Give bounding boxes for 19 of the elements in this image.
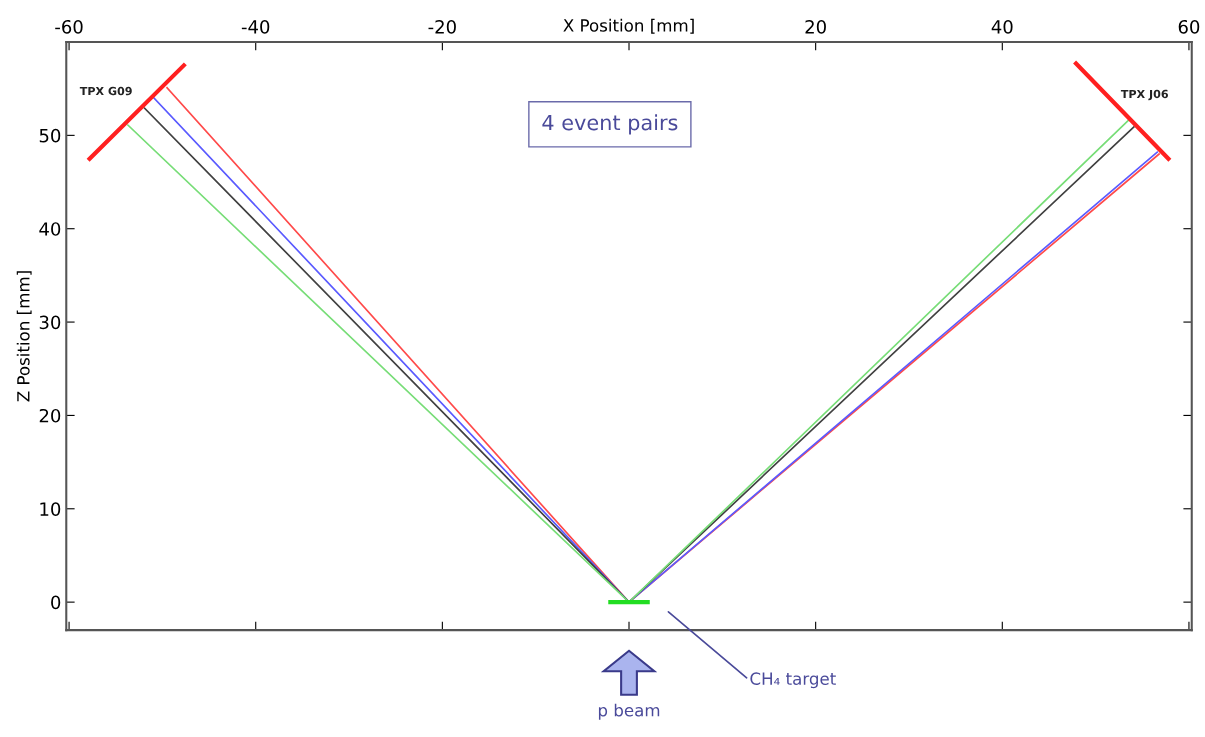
y-tick-label: 40 [39,222,61,236]
y-tick-label: 20 [39,408,61,423]
x-tick-label: 40 [991,19,1013,34]
x-axis-title: X Position [mm] [563,18,694,34]
x-tick-label: -20 [428,19,456,34]
annotation: 4 event pairs [542,114,678,135]
y-tick-label: 0 [51,595,61,610]
y-tick-label: 50 [39,128,61,143]
text: p beam [598,703,660,720]
y-tick-label: 30 [39,315,61,330]
text: CH₄ target [750,672,836,689]
annotation: TPX J06 [1120,89,1168,101]
annotation: TPX G09 [79,86,132,96]
y-axis-title: Z Position [mm] [16,271,32,402]
x-tick-label: -40 [241,19,270,34]
x-tick-label: 60 [1178,19,1200,34]
x-tick-label: 20 [805,19,826,34]
y-tick-label: 10 [40,502,61,516]
x-tick-label: -60 [55,19,83,34]
